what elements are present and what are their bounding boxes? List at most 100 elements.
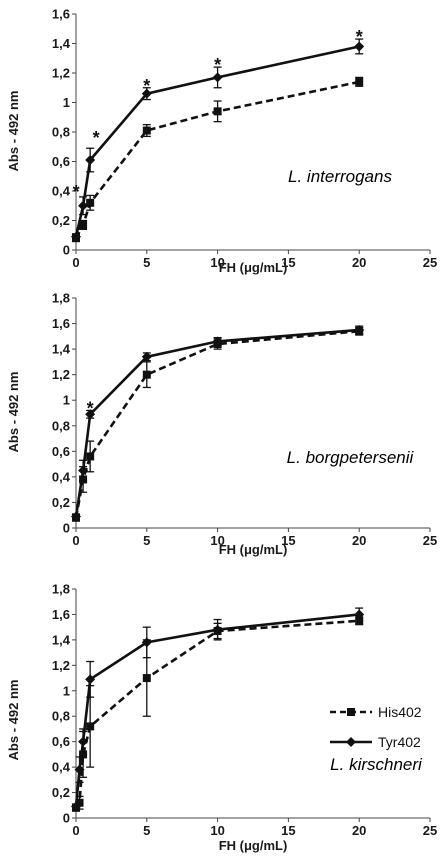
data-point [142,370,151,379]
y-tick-label: 1,4 [52,36,71,51]
significance-star: * [87,398,94,418]
x-tick-label: 5 [143,533,150,548]
x-tick-label: 15 [281,823,295,838]
y-tick-label: 1,6 [52,607,70,622]
x-tick-label: 5 [143,823,150,838]
x-tick-label: 0 [72,255,79,270]
chart-panel-interrogans: Abs - 492 nm FH (μg/mL) L. interrogans 0… [6,7,437,276]
y-tick-label: 1,2 [52,367,70,382]
series-line [74,613,360,807]
legend-tyr402-label: Tyr402 [378,734,421,750]
data-point [78,200,89,211]
x-tick-label: 10 [210,823,224,838]
data-point [141,88,152,99]
species-label: L. interrogans [288,167,392,186]
data-point [71,231,81,242]
y-tick-label: 1,4 [52,632,71,647]
x-tick-label: 25 [423,255,437,270]
y-tick-label: 1,4 [52,342,71,357]
series-his402 [72,76,364,243]
y-tick-label: 0 [63,243,70,258]
data-point [142,674,151,683]
y-axis-title: Abs - 492 nm [6,680,21,761]
data-point [86,198,95,207]
data-point [79,220,88,229]
x-tick-label: 10 [210,255,224,270]
data-point [71,511,81,522]
data-point [212,624,223,635]
y-tick-label: 0,4 [52,469,71,484]
y-tick-label: 0,6 [52,734,70,749]
y-tick-label: 0 [63,811,70,826]
legend-tyr402-marker [346,737,356,747]
y-axis-title: Abs - 492 nm [6,91,21,172]
y-tick-label: 0,6 [52,444,70,459]
y-tick-label: 1,8 [52,291,70,306]
data-point [85,409,96,420]
series-tyr402 [71,607,365,812]
x-tick-label: 20 [352,823,366,838]
legend: His402 Tyr402 [330,704,422,750]
x-tick-label: 0 [72,823,79,838]
significance-star: * [93,128,100,148]
species-label: L. kirschneri [330,755,423,774]
y-tick-label: 0,2 [52,213,70,228]
significance-star: * [356,27,363,47]
chart-panel-kirschneri: Abs - 492 nm FH (μg/mL) L. kirschneri Hi… [6,582,437,854]
x-axis-title: FH (μg/mL) [219,260,288,275]
x-axis-title: FH (μg/mL) [219,542,288,557]
legend-his402-marker [347,708,355,716]
data-point [86,452,95,461]
significance-star: * [73,182,80,202]
series-line [74,45,360,237]
y-tick-label: 1,6 [52,7,70,22]
x-tick-label: 20 [352,533,366,548]
y-tick-label: 0,6 [52,154,70,169]
x-tick-label: 25 [423,823,437,838]
series-tyr402 [71,38,365,242]
data-point [71,801,81,812]
data-point [75,798,84,807]
species-label: L. borgpetersenii [287,448,415,467]
data-point [86,722,95,731]
x-tick-label: 15 [281,255,295,270]
y-tick-label: 0,8 [52,125,70,140]
plot-area: 0 0,2 0,4 0,6 0,8 1 1,2 1,4 1,6 1,8 0 5 10 15 20 25 [52,582,437,839]
x-axis-title: FH (μg/mL) [219,838,288,853]
y-tick-label: 0,4 [52,184,71,199]
y-tick-label: 1,2 [52,66,70,81]
significance-star: * [143,76,150,96]
data-point [212,336,223,347]
y-tick-label: 0,2 [52,495,70,510]
y-tick-label: 1,8 [52,582,70,597]
chart-panel-borgpetersenii: Abs - 492 nm FH (μg/mL) L. borgpeterseni… [6,291,437,558]
series-tyr402 [71,324,365,522]
y-axis-title: Abs - 492 nm [6,372,21,453]
series-line [74,328,360,517]
data-point [141,351,152,362]
x-tick-label: 25 [423,533,437,548]
x-tick-label: 20 [352,255,366,270]
x-tick-label: 0 [72,533,79,548]
y-tick-label: 0,2 [52,785,70,800]
y-tick-label: 0,4 [52,760,71,775]
series-his402 [72,326,364,522]
series-his402 [72,616,364,812]
legend-his402-label: His402 [378,704,422,720]
data-point [354,41,365,52]
data-point [78,736,89,747]
y-tick-label: 1 [63,683,70,698]
y-tick-label: 0 [63,521,70,536]
x-tick-label: 10 [210,533,224,548]
data-point [141,637,152,648]
data-point [74,764,85,775]
data-point [354,609,365,620]
data-point [213,107,222,116]
data-point [85,674,96,685]
data-point [354,324,365,335]
y-tick-label: 1 [63,95,70,110]
plot-area: 0 0,2 0,4 0,6 0,8 1 1,2 1,4 1,6 1,8 0 5 10 15 20 25 * [52,291,437,549]
y-tick-label: 0,8 [52,709,70,724]
x-tick-label: 5 [143,255,150,270]
